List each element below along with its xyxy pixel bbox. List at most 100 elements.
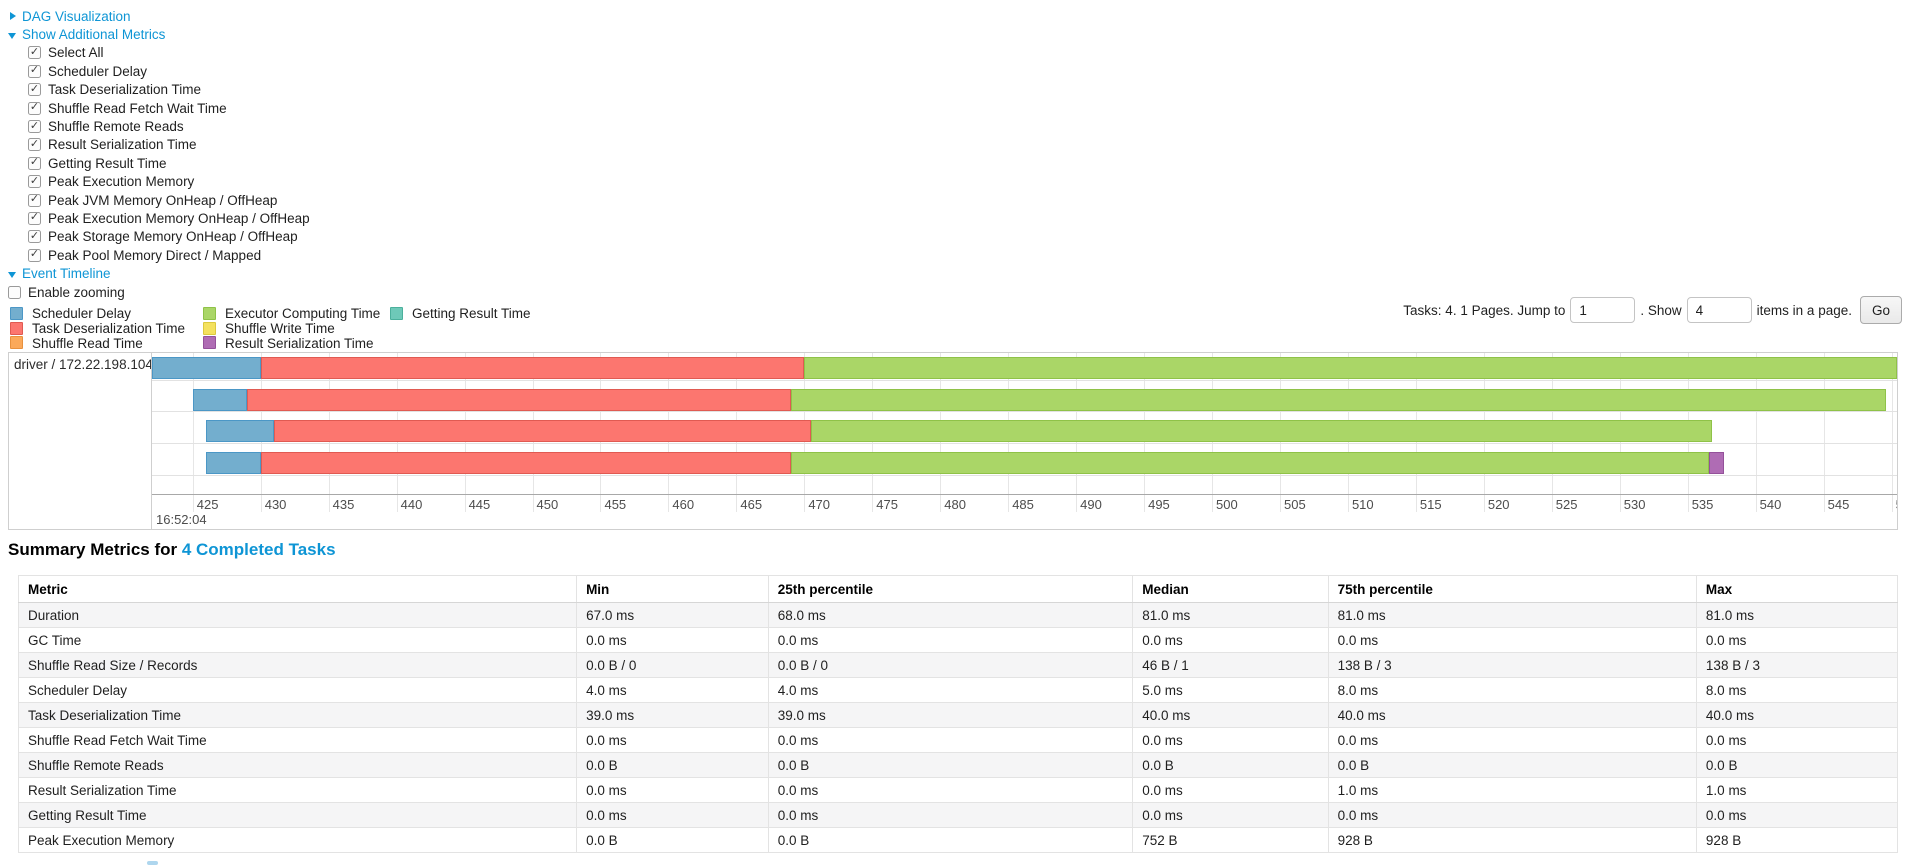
- metric-value-cell: 40.0 ms: [1327, 702, 1697, 728]
- table-row: GC Time 0.0 ms 0.0 ms 0.0 ms 0.0 ms 0.0 ms: [17, 627, 1899, 653]
- axis-tick-mark: [1891, 495, 1893, 512]
- scheduler-delay-bar-segment[interactable]: [192, 388, 248, 411]
- axis-tick-label: 475: [876, 497, 898, 512]
- metric-checkbox-label: Task Deserialization Time: [48, 82, 202, 98]
- scheduler-delay-bar-segment[interactable]: [206, 420, 275, 443]
- metric-value-cell: 0.0 ms: [1695, 727, 1899, 753]
- summary-metrics-heading: Summary Metrics for 4 Completed Tasks: [8, 540, 336, 560]
- axis-tick-label: 550: [1896, 497, 1897, 512]
- metric-checkbox[interactable]: [28, 248, 41, 262]
- metric-checkbox-label: Shuffle Remote Reads: [48, 119, 184, 135]
- show-additional-metrics-toggle[interactable]: Show Additional Metrics: [8, 25, 310, 43]
- metric-checkbox-label: Peak Execution Memory: [48, 174, 195, 190]
- table-row: Shuffle Read Fetch Wait Time 0.0 ms 0.0 ms…: [17, 727, 1899, 753]
- executor-computing-bar-segment[interactable]: [790, 451, 1710, 474]
- summary-heading-prefix: Summary Metrics for: [8, 540, 182, 559]
- metric-checkbox[interactable]: [28, 120, 41, 134]
- table-row: Result Serialization Time 0.0 ms 0.0 ms 0.0…: [17, 777, 1899, 803]
- metric-value-cell: 5.0 ms: [1132, 677, 1329, 703]
- scheduler-delay-bar-segment[interactable]: [152, 357, 261, 379]
- metric-checkbox[interactable]: [28, 64, 41, 78]
- legend-label: Getting Result Time: [412, 305, 531, 321]
- metric-checkbox-label: Peak Pool Memory Direct / Mapped: [48, 247, 262, 263]
- metric-checkbox[interactable]: [28, 83, 41, 97]
- task-deserialization-bar-segment[interactable]: [274, 420, 812, 443]
- metric-checkbox-row: Peak Storage Memory OnHeap / OffHeap: [28, 228, 310, 246]
- result-serialization-bar-segment[interactable]: [1709, 451, 1725, 474]
- metric-value-cell: 40.0 ms: [1132, 702, 1329, 728]
- legend-label: Executor Computing Time: [225, 305, 381, 321]
- metric-checkbox[interactable]: [28, 230, 41, 244]
- executor-computing-bar-segment[interactable]: [811, 420, 1713, 443]
- axis-tick-label: 520: [1487, 497, 1510, 512]
- metric-checkbox-row: Peak Pool Memory Direct / Mapped: [28, 246, 310, 264]
- metric-checkbox[interactable]: [28, 193, 41, 207]
- axis-tick-mark: [600, 495, 602, 512]
- dag-visualization-toggle[interactable]: DAG Visualization: [8, 7, 310, 25]
- axis-tick-mark: [668, 495, 670, 512]
- metric-name-cell: Shuffle Read Size / Records: [17, 652, 578, 678]
- metric-value-cell: 0.0 B / 0: [767, 652, 1134, 678]
- enable-zooming-checkbox[interactable]: [8, 285, 21, 299]
- axis-tick-mark: [1347, 495, 1349, 512]
- metric-checkbox[interactable]: [28, 138, 41, 152]
- table-row: Scheduler Delay 4.0 ms 4.0 ms 5.0 ms 8.0 ms 8…: [17, 677, 1899, 703]
- task-deserialization-bar-segment[interactable]: [247, 388, 791, 411]
- metric-checkbox[interactable]: [28, 46, 41, 60]
- show-additional-metrics-label: Show Additional Metrics: [22, 27, 166, 43]
- executor-computing-bar-segment[interactable]: [790, 388, 1887, 411]
- axis-tick-label: 445: [468, 497, 491, 512]
- table-row: Peak Execution Memory 0.0 B 0.0 B 752 B 928 …: [17, 827, 1899, 853]
- table-row: Shuffle Remote Reads 0.0 B 0.0 B 0.0 B 0.0 B…: [17, 752, 1899, 778]
- metric-value-cell: 0.0 ms: [576, 727, 769, 753]
- axis-tick-label: 470: [808, 497, 831, 512]
- axis-tick-mark: [736, 495, 738, 512]
- metric-checkbox[interactable]: [28, 211, 41, 225]
- metric-value-cell: 928 B: [1327, 827, 1697, 853]
- task-deserialization-bar-segment[interactable]: [260, 451, 791, 474]
- scheduler-delay-bar-segment[interactable]: [206, 451, 261, 474]
- go-button[interactable]: Go: [1859, 296, 1902, 324]
- metric-checkbox-row: Scheduler Delay: [28, 62, 310, 80]
- metric-value-cell: 752 B: [1132, 827, 1329, 853]
- metric-value-cell: 0.0 ms: [1132, 802, 1329, 828]
- axis-gridline: [1891, 353, 1893, 494]
- metric-value-cell: 8.0 ms: [1695, 677, 1899, 703]
- event-timeline-label: Event Timeline: [22, 266, 111, 282]
- legend-item: Scheduler Delay: [10, 306, 203, 321]
- metric-value-cell: 138 B / 3: [1695, 652, 1899, 678]
- jump-to-page-input[interactable]: [1570, 297, 1636, 323]
- expanded-arrow-icon: [8, 271, 16, 278]
- axis-tick-label: 490: [1080, 497, 1102, 512]
- metric-checkbox[interactable]: [28, 175, 41, 189]
- axis-gridline: [192, 353, 194, 494]
- metric-value-cell: 0.0 ms: [1327, 802, 1697, 828]
- table-header-row: Metric Min 25th percentile Median 75th perce…: [17, 575, 1899, 603]
- axis-tick-mark: [940, 495, 942, 512]
- metric-value-cell: 0.0 ms: [576, 802, 769, 828]
- table-row: Duration 67.0 ms 68.0 ms 81.0 ms 81.0 ms 81.0…: [17, 602, 1899, 628]
- metric-value-cell: 81.0 ms: [1327, 602, 1697, 628]
- table-row: Getting Result Time 0.0 ms 0.0 ms 0.0 ms 0.0…: [17, 802, 1899, 828]
- column-header: Metric: [17, 575, 578, 603]
- metric-checkbox-row: Peak Execution Memory OnHeap / OffHeap: [28, 209, 310, 227]
- executor-computing-bar-segment[interactable]: [804, 357, 1897, 379]
- task-deserialization-bar-segment[interactable]: [260, 357, 805, 379]
- event-timeline-toggle[interactable]: Event Timeline: [8, 264, 310, 282]
- axis-time-label: 16:52:04: [156, 512, 207, 527]
- metric-value-cell: 138 B / 3: [1327, 652, 1697, 678]
- axis-tick-label: 515: [1419, 497, 1442, 512]
- metric-value-cell: 1.0 ms: [1695, 777, 1899, 803]
- metric-value-cell: 0.0 ms: [1695, 802, 1899, 828]
- axis-gridline: [1823, 353, 1825, 494]
- axis-tick-mark: [804, 495, 806, 512]
- items-per-page-input[interactable]: [1686, 297, 1752, 323]
- row-gridline: [152, 411, 1897, 413]
- metric-checkbox[interactable]: [28, 101, 41, 115]
- metric-checkbox-list: Select All Scheduler Delay Task Deserializ…: [8, 44, 310, 265]
- metric-checkbox[interactable]: [28, 156, 41, 170]
- metric-value-cell: 0.0 ms: [1695, 627, 1899, 653]
- metric-value-cell: 0.0 B / 0: [576, 652, 769, 678]
- metric-value-cell: 0.0 ms: [1327, 727, 1697, 753]
- axis-tick-label: 500: [1216, 497, 1238, 512]
